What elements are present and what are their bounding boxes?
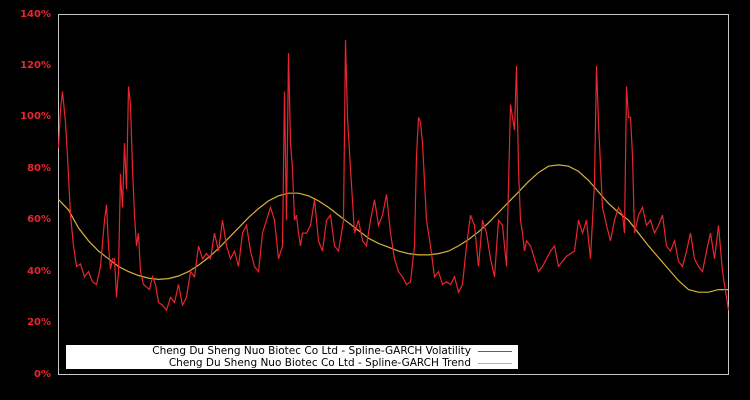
trend-line [58,164,729,293]
legend-label-trend: Cheng Du Sheng Nuo Biotec Co Ltd - Splin… [168,357,471,369]
volatility-line [57,40,730,312]
legend-item-trend: Cheng Du Sheng Nuo Biotec Co Ltd - Splin… [169,357,518,369]
plot-frame [58,14,729,375]
y-tick-40: 40% [27,266,51,277]
y-tick-60: 60% [27,214,51,225]
legend-item-volatility: Cheng Du Sheng Nuo Biotec Co Ltd - Splin… [152,345,518,357]
legend-swatch-volatility [478,350,512,352]
y-tick-20: 20% [27,317,51,328]
legend: Cheng Du Sheng Nuo Biotec Co Ltd - Splin… [66,345,518,369]
y-tick-100: 100% [20,111,51,122]
legend-swatch-trend [478,362,512,364]
y-tick-0: 0% [34,369,51,380]
y-tick-80: 80% [27,163,51,174]
y-tick-120: 120% [20,60,51,71]
y-tick-140: 140% [20,9,51,20]
legend-label-volatility: Cheng Du Sheng Nuo Biotec Co Ltd - Splin… [152,345,471,357]
